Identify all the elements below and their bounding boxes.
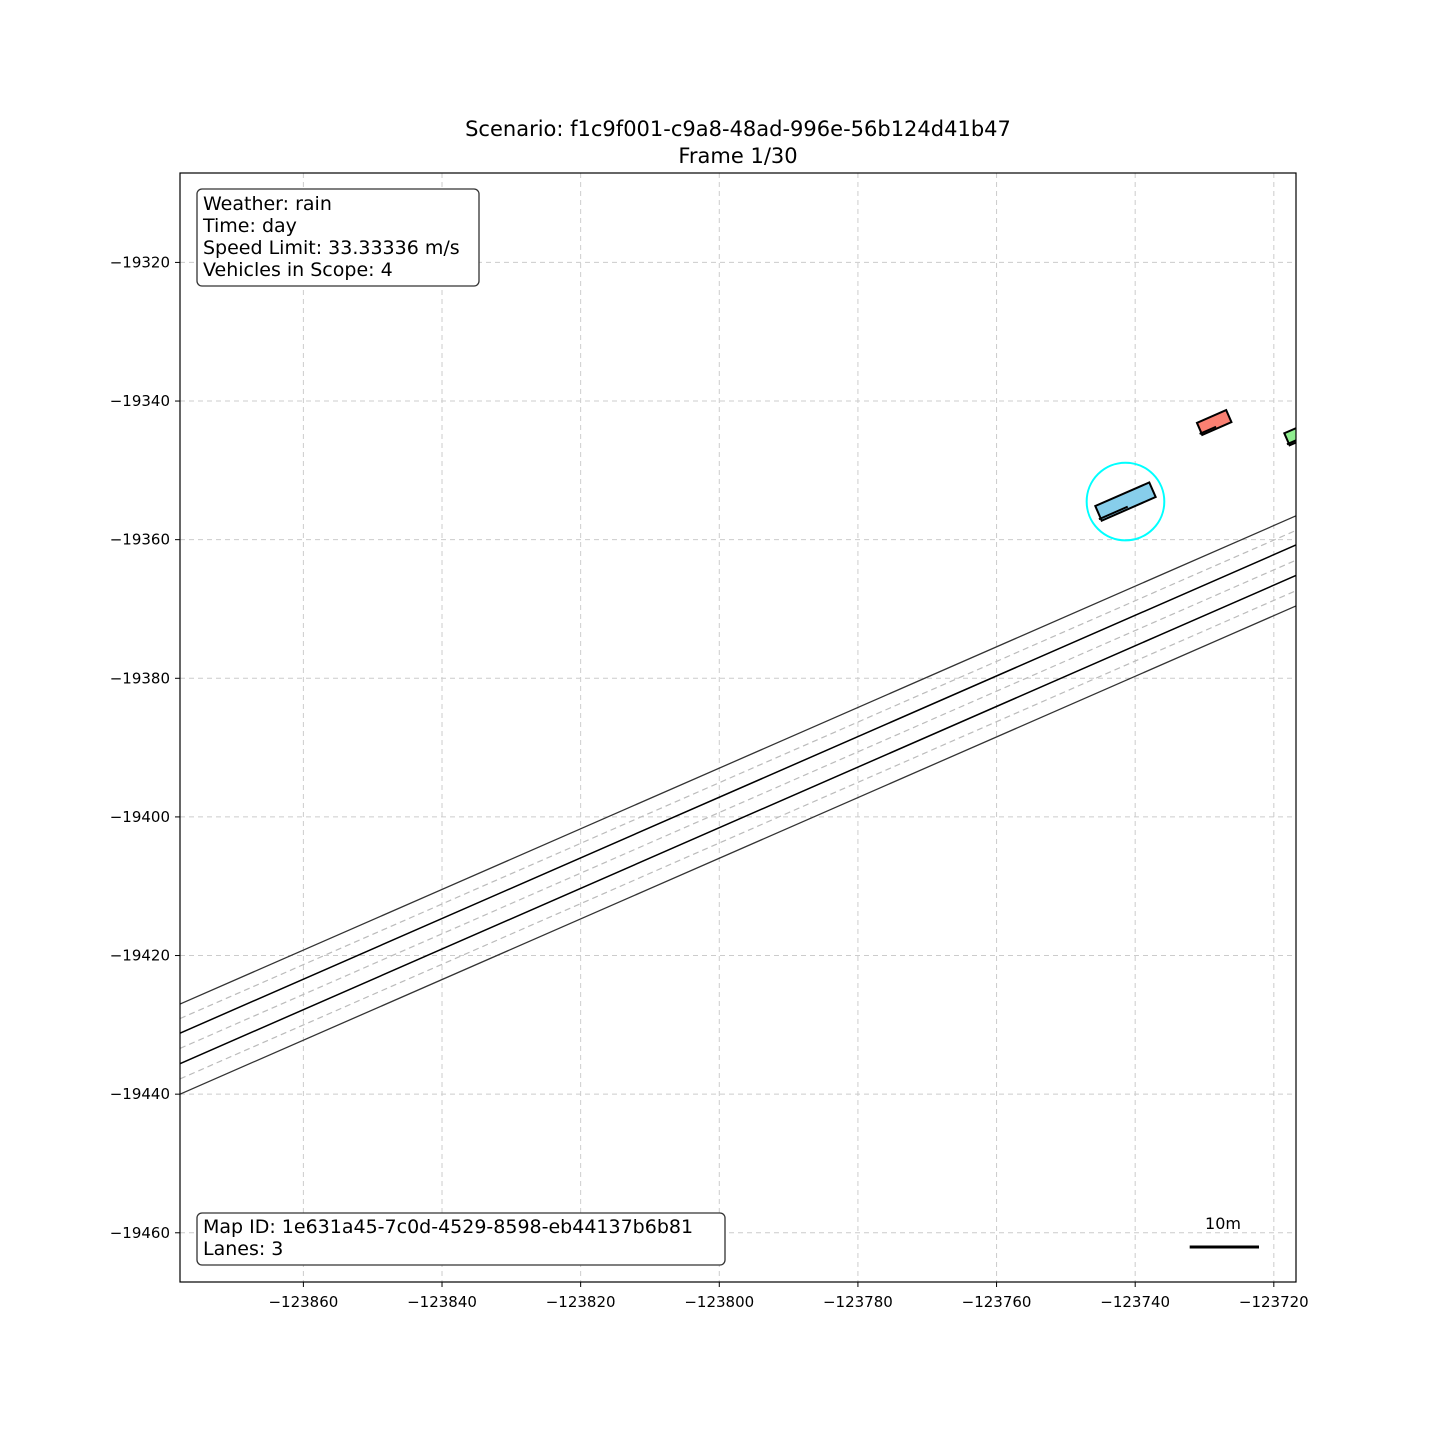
y-tick-label: −19340 xyxy=(110,392,170,410)
grid xyxy=(180,173,1296,1282)
x-tick-label: −123800 xyxy=(684,1293,754,1311)
road-edge-line xyxy=(180,515,1296,1005)
x-axis: −123860 −123840 −123820 −123800 −123780 −1237… xyxy=(268,1282,1309,1311)
map-info-box: Map ID: 1e631a45-7c0d-4529-8598-eb44137b… xyxy=(196,1212,726,1266)
x-tick-label: −123760 xyxy=(962,1293,1032,1311)
x-tick-label: −123720 xyxy=(1239,1293,1309,1311)
speed-limit-label: Speed Limit: 33.33336 m/s xyxy=(203,237,460,259)
road xyxy=(180,515,1296,1095)
y-tick-label: −19380 xyxy=(110,669,170,687)
lane-solid-divider xyxy=(180,544,1296,1034)
vehicle-heading-marker xyxy=(1199,425,1217,435)
x-tick-label: −123840 xyxy=(407,1293,477,1311)
frame-title: Frame 1/30 xyxy=(678,144,797,168)
other-vehicle xyxy=(1282,419,1296,447)
other-vehicle xyxy=(1195,408,1233,437)
map-id-label: Map ID: 1e631a45-7c0d-4529-8598-eb44137b… xyxy=(203,1216,693,1238)
vehicles xyxy=(1085,408,1296,542)
lane-dashed-line xyxy=(180,529,1296,1020)
lane-dashed-line xyxy=(180,590,1296,1080)
x-tick-label: −123860 xyxy=(268,1293,338,1311)
lane-dashed-line xyxy=(180,559,1296,1049)
y-tick-label: −19360 xyxy=(110,531,170,549)
ego-highlight-circle xyxy=(1085,461,1166,542)
y-tick-label: −19400 xyxy=(110,808,170,826)
vehicle-body xyxy=(1282,419,1296,447)
y-tick-label: −19440 xyxy=(110,1085,170,1103)
lane-solid-divider xyxy=(180,574,1296,1065)
scenario-title: Scenario: f1c9f001-c9a8-48ad-996e-56b124… xyxy=(465,117,1011,141)
road-edge-line xyxy=(180,605,1296,1095)
scale-bar: 10m xyxy=(1189,1214,1259,1249)
scale-bar-label: 10m xyxy=(1205,1214,1241,1233)
info-box-frame xyxy=(196,188,480,287)
x-tick-label: −123820 xyxy=(546,1293,616,1311)
info-box: Weather: rain Time: day Speed Limit: 33.… xyxy=(196,188,480,287)
vehicle-heading-marker xyxy=(1286,436,1296,446)
time-label: Time: day xyxy=(202,215,297,237)
y-tick-label: −19460 xyxy=(110,1224,170,1242)
vehicle-body xyxy=(1093,481,1157,522)
y-tick-label: −19420 xyxy=(110,947,170,965)
y-axis: −19320 −19340 −19360 −19380 −19400 −19420 −194… xyxy=(110,253,180,1242)
vehicle-heading-marker xyxy=(1098,505,1129,521)
y-tick-label: −19320 xyxy=(110,253,170,271)
vehicle-body xyxy=(1195,408,1233,437)
ego-vehicle xyxy=(1093,481,1157,522)
weather-label: Weather: rain xyxy=(203,193,332,215)
lanes-label: Lanes: 3 xyxy=(203,1238,283,1260)
x-tick-label: −123780 xyxy=(823,1293,893,1311)
vehicles-in-scope-label: Vehicles in Scope: 4 xyxy=(203,259,393,281)
map-info-box-frame xyxy=(196,1212,726,1266)
x-tick-label: −123740 xyxy=(1100,1293,1170,1311)
axes-frame xyxy=(179,172,1297,1283)
